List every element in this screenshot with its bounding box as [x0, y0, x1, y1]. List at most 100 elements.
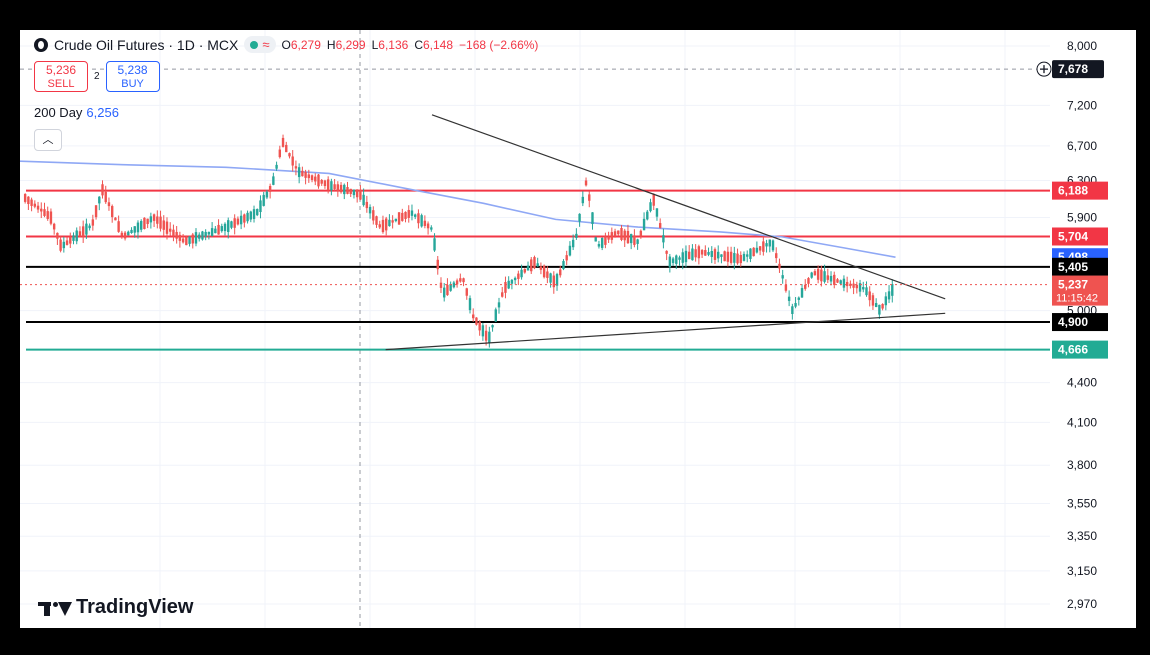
candle-body — [729, 251, 733, 263]
candle-body — [375, 216, 378, 225]
candle-body — [658, 223, 662, 228]
candle-body — [484, 330, 488, 341]
collapse-legend-button[interactable]: ︿ — [34, 129, 62, 151]
candle-body — [78, 231, 82, 236]
candle-body — [804, 284, 807, 289]
candle-body — [56, 232, 59, 239]
candle-body — [810, 272, 813, 278]
candle-body — [372, 210, 375, 221]
crosshair-price-box — [1052, 60, 1104, 79]
y-axis-tick-label: 8,000 — [1067, 39, 1097, 53]
high-value: 6,299 — [335, 37, 366, 52]
candle-body — [120, 232, 124, 236]
candle-body — [291, 156, 294, 166]
candle-body — [836, 279, 839, 283]
candle-body — [649, 202, 652, 212]
candle-body — [301, 170, 304, 177]
open-value: 6,279 — [290, 37, 321, 52]
tradingview-logo[interactable]: TradingView — [38, 596, 193, 619]
candle-body — [655, 208, 659, 217]
candle-body — [733, 253, 736, 263]
candle-body — [797, 297, 800, 300]
candle-body — [365, 201, 369, 209]
candle-body — [246, 212, 249, 222]
y-axis-tick-label: 6,700 — [1067, 139, 1097, 153]
candle-body — [546, 271, 549, 278]
candle-body — [165, 221, 169, 234]
candle-body — [465, 288, 468, 296]
candle-body — [455, 280, 459, 285]
sell-button[interactable]: 5,236 SELL — [34, 61, 88, 92]
candle-body — [826, 275, 830, 280]
candle-body — [223, 223, 227, 232]
candle-body — [629, 234, 633, 244]
candle-body — [355, 189, 359, 198]
candle-body — [758, 246, 762, 251]
candle-body — [394, 218, 398, 222]
candle-body — [214, 228, 217, 234]
candle-body — [123, 232, 127, 239]
candle-body — [265, 191, 269, 198]
level-label-4666: 4,666 — [1058, 343, 1088, 357]
candle-body — [526, 265, 530, 271]
candle-body — [539, 266, 543, 270]
candle-body — [114, 217, 117, 221]
crosshair-price-label: 7,678 — [1058, 62, 1088, 76]
candle-body — [49, 211, 53, 224]
symbol-title[interactable]: Crude Oil Futures · 1D · MCX — [54, 36, 239, 53]
candle-body — [343, 184, 346, 195]
candle-body — [784, 284, 788, 291]
candle-body — [626, 230, 630, 244]
y-axis-tick-label: 3,150 — [1067, 564, 1097, 578]
market-status-pill[interactable]: ≈ — [244, 36, 276, 53]
high-key: H — [326, 37, 336, 52]
candle-body — [46, 211, 49, 219]
candle-body — [871, 295, 875, 306]
price-chart[interactable]: 8,0007,2006,7006,3005,9005,0004,4004,100… — [20, 30, 1136, 628]
chart-header: Crude Oil Futures · 1D · MCX ≈ O6,279 H6… — [34, 36, 538, 53]
level-label-4666-box — [1052, 340, 1108, 359]
candle-body — [710, 250, 713, 257]
candle-body — [820, 269, 823, 282]
candle-body — [101, 184, 104, 196]
candle-body — [839, 280, 842, 284]
candle-body — [333, 184, 336, 190]
candle-body — [884, 296, 888, 306]
candle-body — [127, 231, 130, 236]
candle-body — [285, 144, 288, 153]
candle-body — [481, 325, 485, 337]
candle-body — [288, 153, 291, 157]
candle-body — [443, 287, 446, 298]
candle-body — [243, 214, 246, 223]
candle-body — [462, 278, 465, 283]
candle-body — [845, 281, 849, 287]
candle-body — [739, 254, 742, 264]
candle-body — [891, 284, 894, 296]
tradingview-mark-icon — [38, 600, 72, 616]
candle-body — [262, 194, 265, 206]
candle-body — [549, 273, 552, 283]
candle-body — [507, 280, 510, 289]
candle-body — [852, 283, 855, 288]
y-axis-tick-label: 5,900 — [1067, 210, 1097, 224]
candle-body — [778, 263, 781, 269]
candle-body — [765, 243, 768, 247]
candle-body — [865, 287, 868, 296]
candle-body — [94, 205, 98, 218]
candle-body — [501, 292, 504, 297]
candle-body — [317, 174, 320, 187]
candle-body — [633, 235, 636, 245]
candle-body — [855, 284, 859, 289]
buy-button[interactable]: 5,238 BUY — [105, 61, 160, 92]
trade-panel: 5,236 SELL 2 5,238 BUY — [34, 61, 160, 92]
candle-body — [610, 232, 614, 240]
indicator-legend[interactable]: 200 Day 6,256 — [34, 105, 119, 120]
candle-body — [665, 250, 668, 254]
candle-body — [30, 199, 33, 206]
candle-body — [227, 220, 230, 233]
candle-body — [862, 287, 865, 290]
candle-body — [62, 241, 66, 249]
candle-body — [204, 231, 207, 237]
candle-body — [88, 225, 91, 229]
candle-body — [143, 217, 146, 229]
